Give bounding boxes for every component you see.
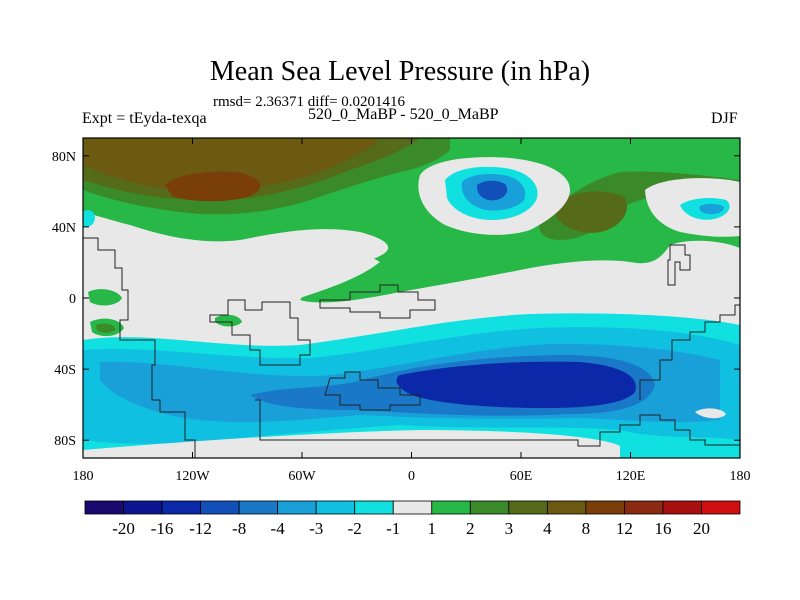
- chart-title: Mean Sea Level Pressure (in hPa): [209, 56, 591, 87]
- colorbar-swatch: [123, 500, 163, 515]
- colorbar-label: -4: [271, 519, 286, 538]
- coastline-antarctic: [255, 399, 706, 447]
- experiment-label: Expt = tEyda-texqa: [82, 110, 207, 127]
- colorbar-swatch: [84, 500, 124, 515]
- x-tick-label: 0: [408, 469, 415, 484]
- colorbar-swatch: [431, 500, 471, 515]
- x-tick-label: 180: [73, 469, 94, 484]
- colorbar-swatch: [701, 500, 741, 515]
- contour-pos3-west-b: [96, 323, 116, 333]
- colorbar-label: 4: [543, 519, 552, 538]
- colorbar-label: 16: [654, 519, 671, 538]
- contour-fields: [83, 138, 740, 458]
- contour-gray-south: [83, 430, 620, 458]
- contour-pos12: [165, 171, 261, 202]
- comparison-label: 520_0_MaBP - 520_0_MaBP: [308, 106, 499, 123]
- contour-pos2-west-a: [88, 289, 122, 306]
- x-axis: 180 120W 60W 0 60E 120E 180: [73, 138, 751, 484]
- colorbar-swatch: [315, 500, 356, 515]
- colorbar-swatch: [161, 500, 201, 515]
- contour-pos2-islet: [215, 314, 242, 327]
- colorbar-swatch: [277, 500, 317, 515]
- colorbar-label: -12: [189, 519, 212, 538]
- stats-text: rmsd= 2.36371 diff= 0.0201416: [213, 94, 406, 110]
- colorbar-swatch: [508, 500, 548, 515]
- contour-neg4-atl: [476, 180, 508, 201]
- contour-pos8: [83, 138, 380, 192]
- colorbar-label: 1: [428, 519, 437, 538]
- coastline-east-island: [667, 244, 691, 286]
- colorbar: -20 -16 -12 -8 -4 -3 -2 -1 1 2 3 4 8 12 16 20: [84, 500, 741, 538]
- y-axis: 80N 40N 0 40S 80S: [52, 150, 740, 449]
- colorbar-swatch: [238, 500, 279, 515]
- colorbar-label: 12: [616, 519, 633, 538]
- coastline-mid: [319, 284, 436, 319]
- y-tick-label: 0: [69, 292, 76, 307]
- colorbar-label: -8: [232, 519, 246, 538]
- contour-pos2-islet-b: [456, 251, 467, 259]
- y-tick-label: 80N: [52, 150, 76, 165]
- coastline-south: [324, 371, 421, 411]
- colorbar-swatch: [469, 500, 510, 515]
- coastline-central: [209, 299, 311, 366]
- colorbar-swatch: [200, 500, 240, 515]
- x-tick-label: 120E: [616, 469, 646, 484]
- colorbar-label: -2: [348, 519, 362, 538]
- contour-neg2-pac: [699, 203, 724, 215]
- contour-neg8: [396, 361, 636, 408]
- colorbar-label: -20: [112, 519, 135, 538]
- colorbar-label: 20: [693, 519, 710, 538]
- y-tick-label: 40N: [52, 221, 76, 236]
- colorbar-label: -3: [309, 519, 323, 538]
- colorbar-swatch: [624, 500, 664, 515]
- colorbar-label: -16: [151, 519, 174, 538]
- contour-gray-west: [83, 223, 380, 310]
- x-tick-label: 120W: [175, 469, 210, 484]
- x-tick-label: 60W: [288, 469, 316, 484]
- colorbar-swatch: [354, 500, 394, 515]
- coastlines: [83, 237, 740, 458]
- colorbar-label: 3: [505, 519, 514, 538]
- y-tick-label: 40S: [54, 363, 76, 378]
- contour-neg1-islet: [695, 408, 726, 419]
- coastline-east: [639, 304, 740, 400]
- contour-neg1-west: [83, 210, 95, 227]
- season-label: DJF: [711, 110, 738, 127]
- colorbar-swatch: [585, 500, 625, 515]
- colorbar-swatch: [546, 500, 587, 515]
- colorbar-swatch: [662, 500, 702, 515]
- coastline-antarctic-east: [700, 439, 740, 446]
- colorbar-label: -1: [386, 519, 400, 538]
- x-tick-label: 60E: [510, 469, 533, 484]
- colorbar-label: 8: [582, 519, 591, 538]
- coastline-west: [83, 237, 196, 458]
- colorbar-label: 2: [466, 519, 475, 538]
- colorbar-swatch: [392, 500, 433, 515]
- x-tick-label: 180: [730, 469, 751, 484]
- y-tick-label: 80S: [54, 434, 76, 449]
